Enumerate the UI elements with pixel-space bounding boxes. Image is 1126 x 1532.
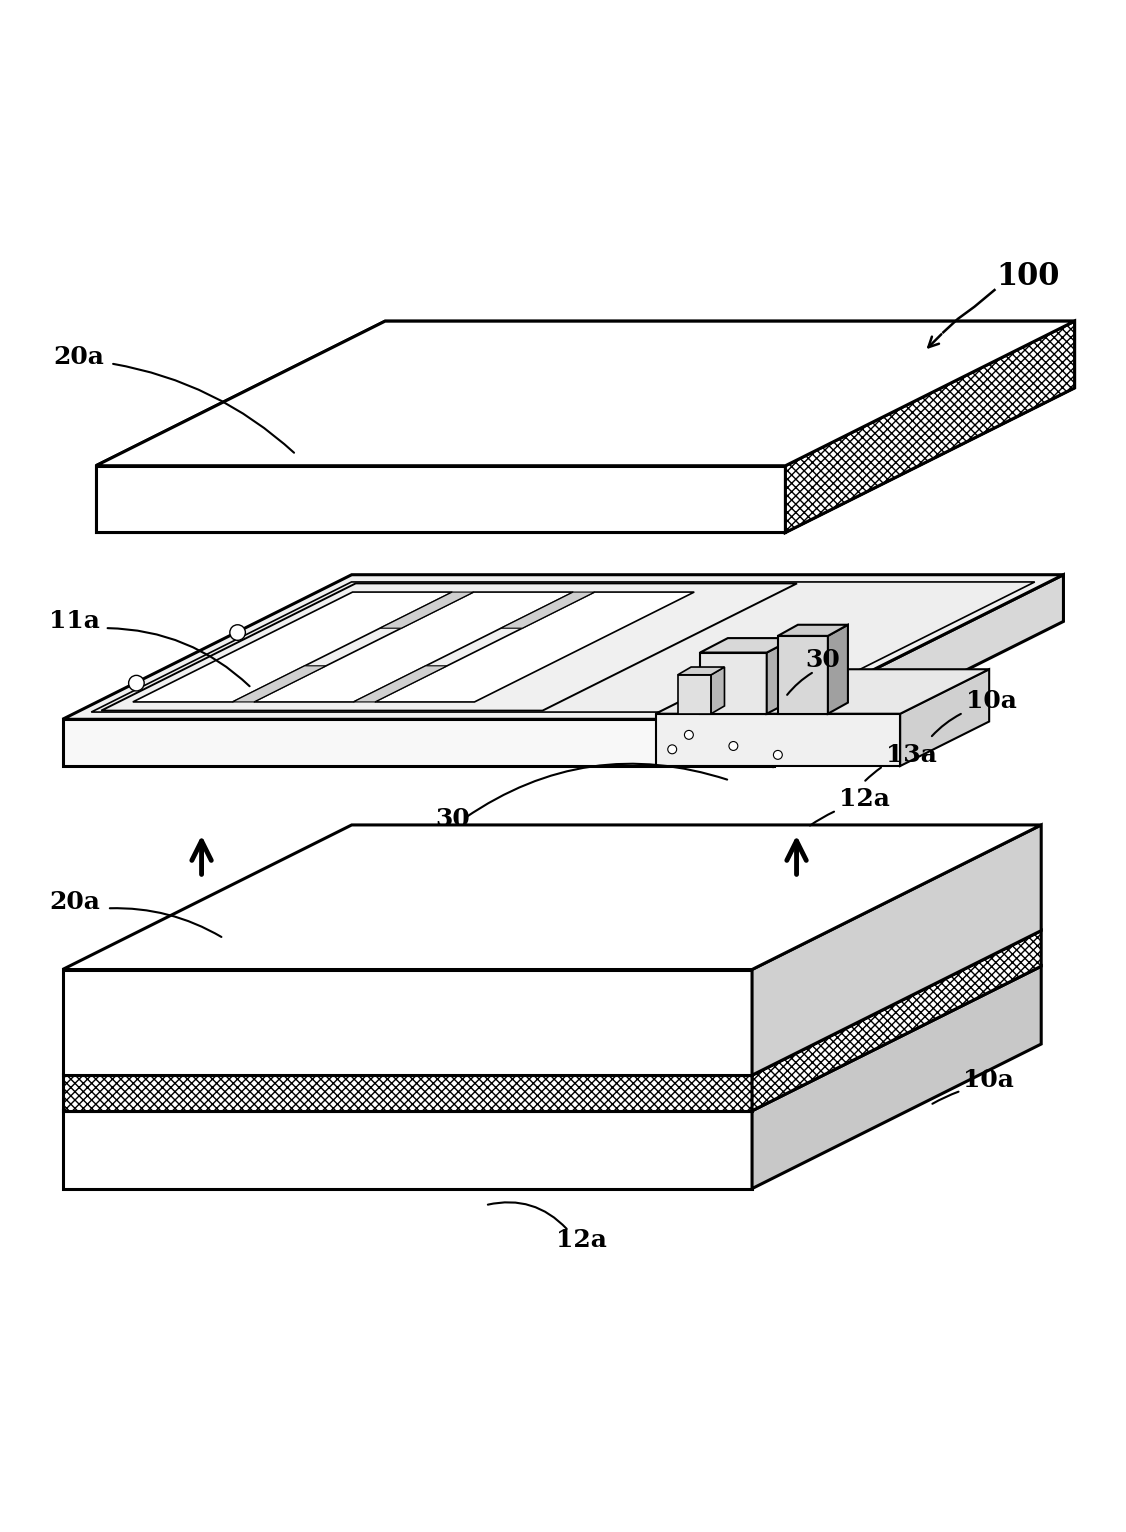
Polygon shape xyxy=(655,669,989,714)
Polygon shape xyxy=(775,574,1063,766)
Polygon shape xyxy=(91,582,1035,712)
Circle shape xyxy=(729,741,738,751)
Polygon shape xyxy=(678,666,724,674)
Polygon shape xyxy=(501,591,595,628)
Polygon shape xyxy=(700,639,795,653)
Polygon shape xyxy=(752,930,1042,1111)
Text: 10a: 10a xyxy=(964,1068,1015,1092)
Polygon shape xyxy=(786,322,1074,533)
Polygon shape xyxy=(778,636,828,714)
Text: 11a: 11a xyxy=(50,610,100,633)
Circle shape xyxy=(668,745,677,754)
Polygon shape xyxy=(700,653,767,714)
Text: 13a: 13a xyxy=(885,743,937,768)
Text: 12a: 12a xyxy=(556,1227,607,1252)
Polygon shape xyxy=(655,714,900,766)
Polygon shape xyxy=(778,625,848,636)
Polygon shape xyxy=(96,322,1074,466)
Polygon shape xyxy=(63,970,752,1075)
Polygon shape xyxy=(63,574,1063,720)
Polygon shape xyxy=(63,1111,752,1189)
Polygon shape xyxy=(63,930,1042,1075)
Text: 12a: 12a xyxy=(839,787,890,812)
Polygon shape xyxy=(767,639,795,714)
Polygon shape xyxy=(354,666,447,702)
Polygon shape xyxy=(96,322,1074,466)
Text: 30: 30 xyxy=(805,648,840,673)
Polygon shape xyxy=(379,591,474,628)
Circle shape xyxy=(774,751,783,760)
Polygon shape xyxy=(96,466,786,533)
Polygon shape xyxy=(96,466,786,533)
Text: 20a: 20a xyxy=(54,345,105,369)
Circle shape xyxy=(685,731,694,740)
Polygon shape xyxy=(678,674,712,714)
Text: 30: 30 xyxy=(435,807,470,832)
Polygon shape xyxy=(786,322,1074,533)
Text: 20a: 20a xyxy=(50,890,100,913)
Text: 10a: 10a xyxy=(966,689,1017,714)
Polygon shape xyxy=(133,591,453,702)
Polygon shape xyxy=(63,967,1042,1111)
Polygon shape xyxy=(712,666,724,714)
Polygon shape xyxy=(63,824,1042,970)
Circle shape xyxy=(230,625,245,640)
Polygon shape xyxy=(63,720,775,766)
Polygon shape xyxy=(752,967,1042,1189)
Polygon shape xyxy=(828,625,848,714)
Text: 100: 100 xyxy=(997,260,1060,293)
Polygon shape xyxy=(752,824,1042,1075)
Polygon shape xyxy=(63,1075,752,1111)
Circle shape xyxy=(128,676,144,691)
Polygon shape xyxy=(253,591,573,702)
Polygon shape xyxy=(900,669,989,766)
Polygon shape xyxy=(232,666,327,702)
Polygon shape xyxy=(101,584,797,711)
Polygon shape xyxy=(375,591,695,702)
